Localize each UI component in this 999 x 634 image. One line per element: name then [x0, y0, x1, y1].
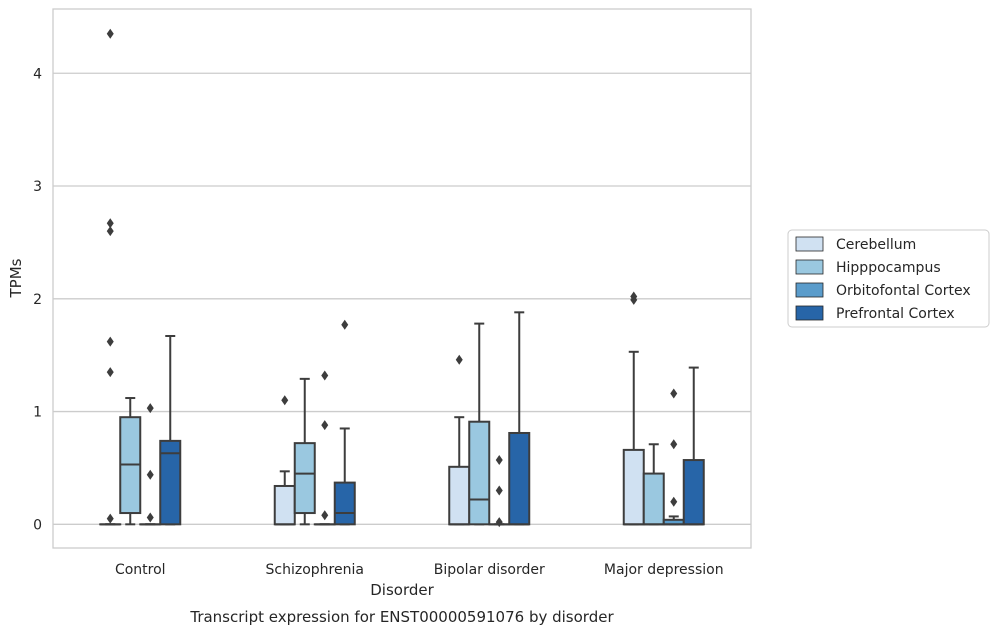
- box-cerebellum-schizophrenia: [273, 395, 296, 526]
- box-prefrontal-cortex-control: [159, 335, 182, 526]
- box-orbitofontal-cortex-control: [139, 403, 162, 526]
- outlier-point: [106, 513, 114, 524]
- outlier-point: [281, 395, 289, 406]
- y-tick-label: 3: [33, 179, 42, 195]
- box-iqr: [682, 459, 705, 526]
- legend-swatch-cerebellum: [795, 236, 824, 252]
- outlier-point: [341, 319, 349, 330]
- outlier-point: [106, 218, 114, 229]
- outlier-point: [630, 291, 638, 302]
- outlier-point: [495, 455, 503, 466]
- y-tick-labels: 0 1 2 3 4: [33, 66, 42, 533]
- box-iqr: [448, 465, 471, 526]
- x-tick-labels: Control Schizophrenia Bipolar disorder Majo…: [115, 562, 724, 578]
- box-cerebellum-bipolar-disorder: [448, 354, 471, 526]
- box-orbitofontal-cortex-schizophrenia: [313, 370, 336, 526]
- legend-swatch-hippocampus: [795, 259, 824, 275]
- outlier-point: [495, 485, 503, 496]
- outlier-point: [670, 439, 678, 450]
- outlier-point: [146, 512, 154, 523]
- box-iqr: [508, 431, 531, 526]
- box-orbitofontal-cortex-major-depression: [662, 388, 685, 526]
- box-orbitofontal-cortex-bipolar-disorder: [488, 455, 511, 528]
- chart-title: Transcript expression for ENST0000059107…: [189, 608, 614, 626]
- box-prefrontal-cortex-bipolar-disorder: [508, 311, 531, 526]
- box-hipppocampus-schizophrenia: [293, 377, 316, 526]
- legend-label-orbitofrontal-cortex: Orbitofontal Cortex: [836, 283, 971, 299]
- outlier-point: [106, 226, 114, 237]
- y-axis-title: TPMs: [7, 258, 25, 298]
- box-hipppocampus-major-depression: [642, 443, 665, 526]
- outlier-point: [106, 28, 114, 39]
- outlier-point: [321, 510, 329, 521]
- outlier-point: [106, 336, 114, 347]
- y-tick-label: 2: [33, 292, 42, 308]
- box-iqr: [642, 472, 665, 526]
- box-iqr: [622, 448, 645, 526]
- box-prefrontal-cortex-schizophrenia: [333, 319, 356, 526]
- grid: [53, 72, 751, 525]
- box-prefrontal-cortex-major-depression: [682, 366, 705, 526]
- box-iqr: [159, 439, 182, 526]
- outlier-point: [495, 517, 503, 528]
- legend-swatch-prefrontal-cortex: [795, 305, 824, 321]
- x-tick-label: Major depression: [604, 562, 724, 578]
- legend: Cerebellum Hipppocampus Orbitofontal Cor…: [787, 229, 990, 328]
- x-tick-label: Control: [115, 562, 166, 578]
- legend-frame: [787, 229, 990, 328]
- legend-label-cerebellum: Cerebellum: [836, 237, 916, 253]
- x-tick-label: Schizophrenia: [266, 562, 364, 578]
- box-cerebellum-control: [99, 28, 122, 526]
- y-tick-label: 0: [33, 517, 42, 533]
- outlier-point: [321, 420, 329, 431]
- box-iqr: [293, 442, 316, 515]
- x-axis-title: Disorder: [370, 581, 434, 599]
- outlier-point: [321, 370, 329, 381]
- y-tick-label: 1: [33, 405, 42, 421]
- y-tick-label: 4: [33, 66, 42, 82]
- legend-swatch-orbitofrontal-cortex: [795, 282, 824, 298]
- box-iqr: [333, 481, 356, 526]
- outlier-point: [146, 403, 154, 414]
- plot-boxes: [99, 28, 705, 528]
- box-hipppocampus-control: [119, 397, 142, 526]
- legend-label-prefrontal-cortex: Prefrontal Cortex: [836, 306, 955, 322]
- outlier-point: [106, 367, 114, 378]
- outlier-point: [455, 354, 463, 365]
- box-cerebellum-major-depression: [622, 291, 645, 526]
- legend-label-hippocampus: Hipppocampus: [836, 260, 941, 276]
- box-iqr: [273, 484, 296, 526]
- box-hipppocampus-bipolar-disorder: [468, 322, 491, 526]
- outlier-point: [670, 388, 678, 399]
- plot-frame: [52, 8, 752, 549]
- x-tick-label: Bipolar disorder: [434, 562, 545, 578]
- outlier-point: [670, 496, 678, 507]
- outlier-point: [146, 469, 154, 480]
- box-iqr: [468, 420, 491, 526]
